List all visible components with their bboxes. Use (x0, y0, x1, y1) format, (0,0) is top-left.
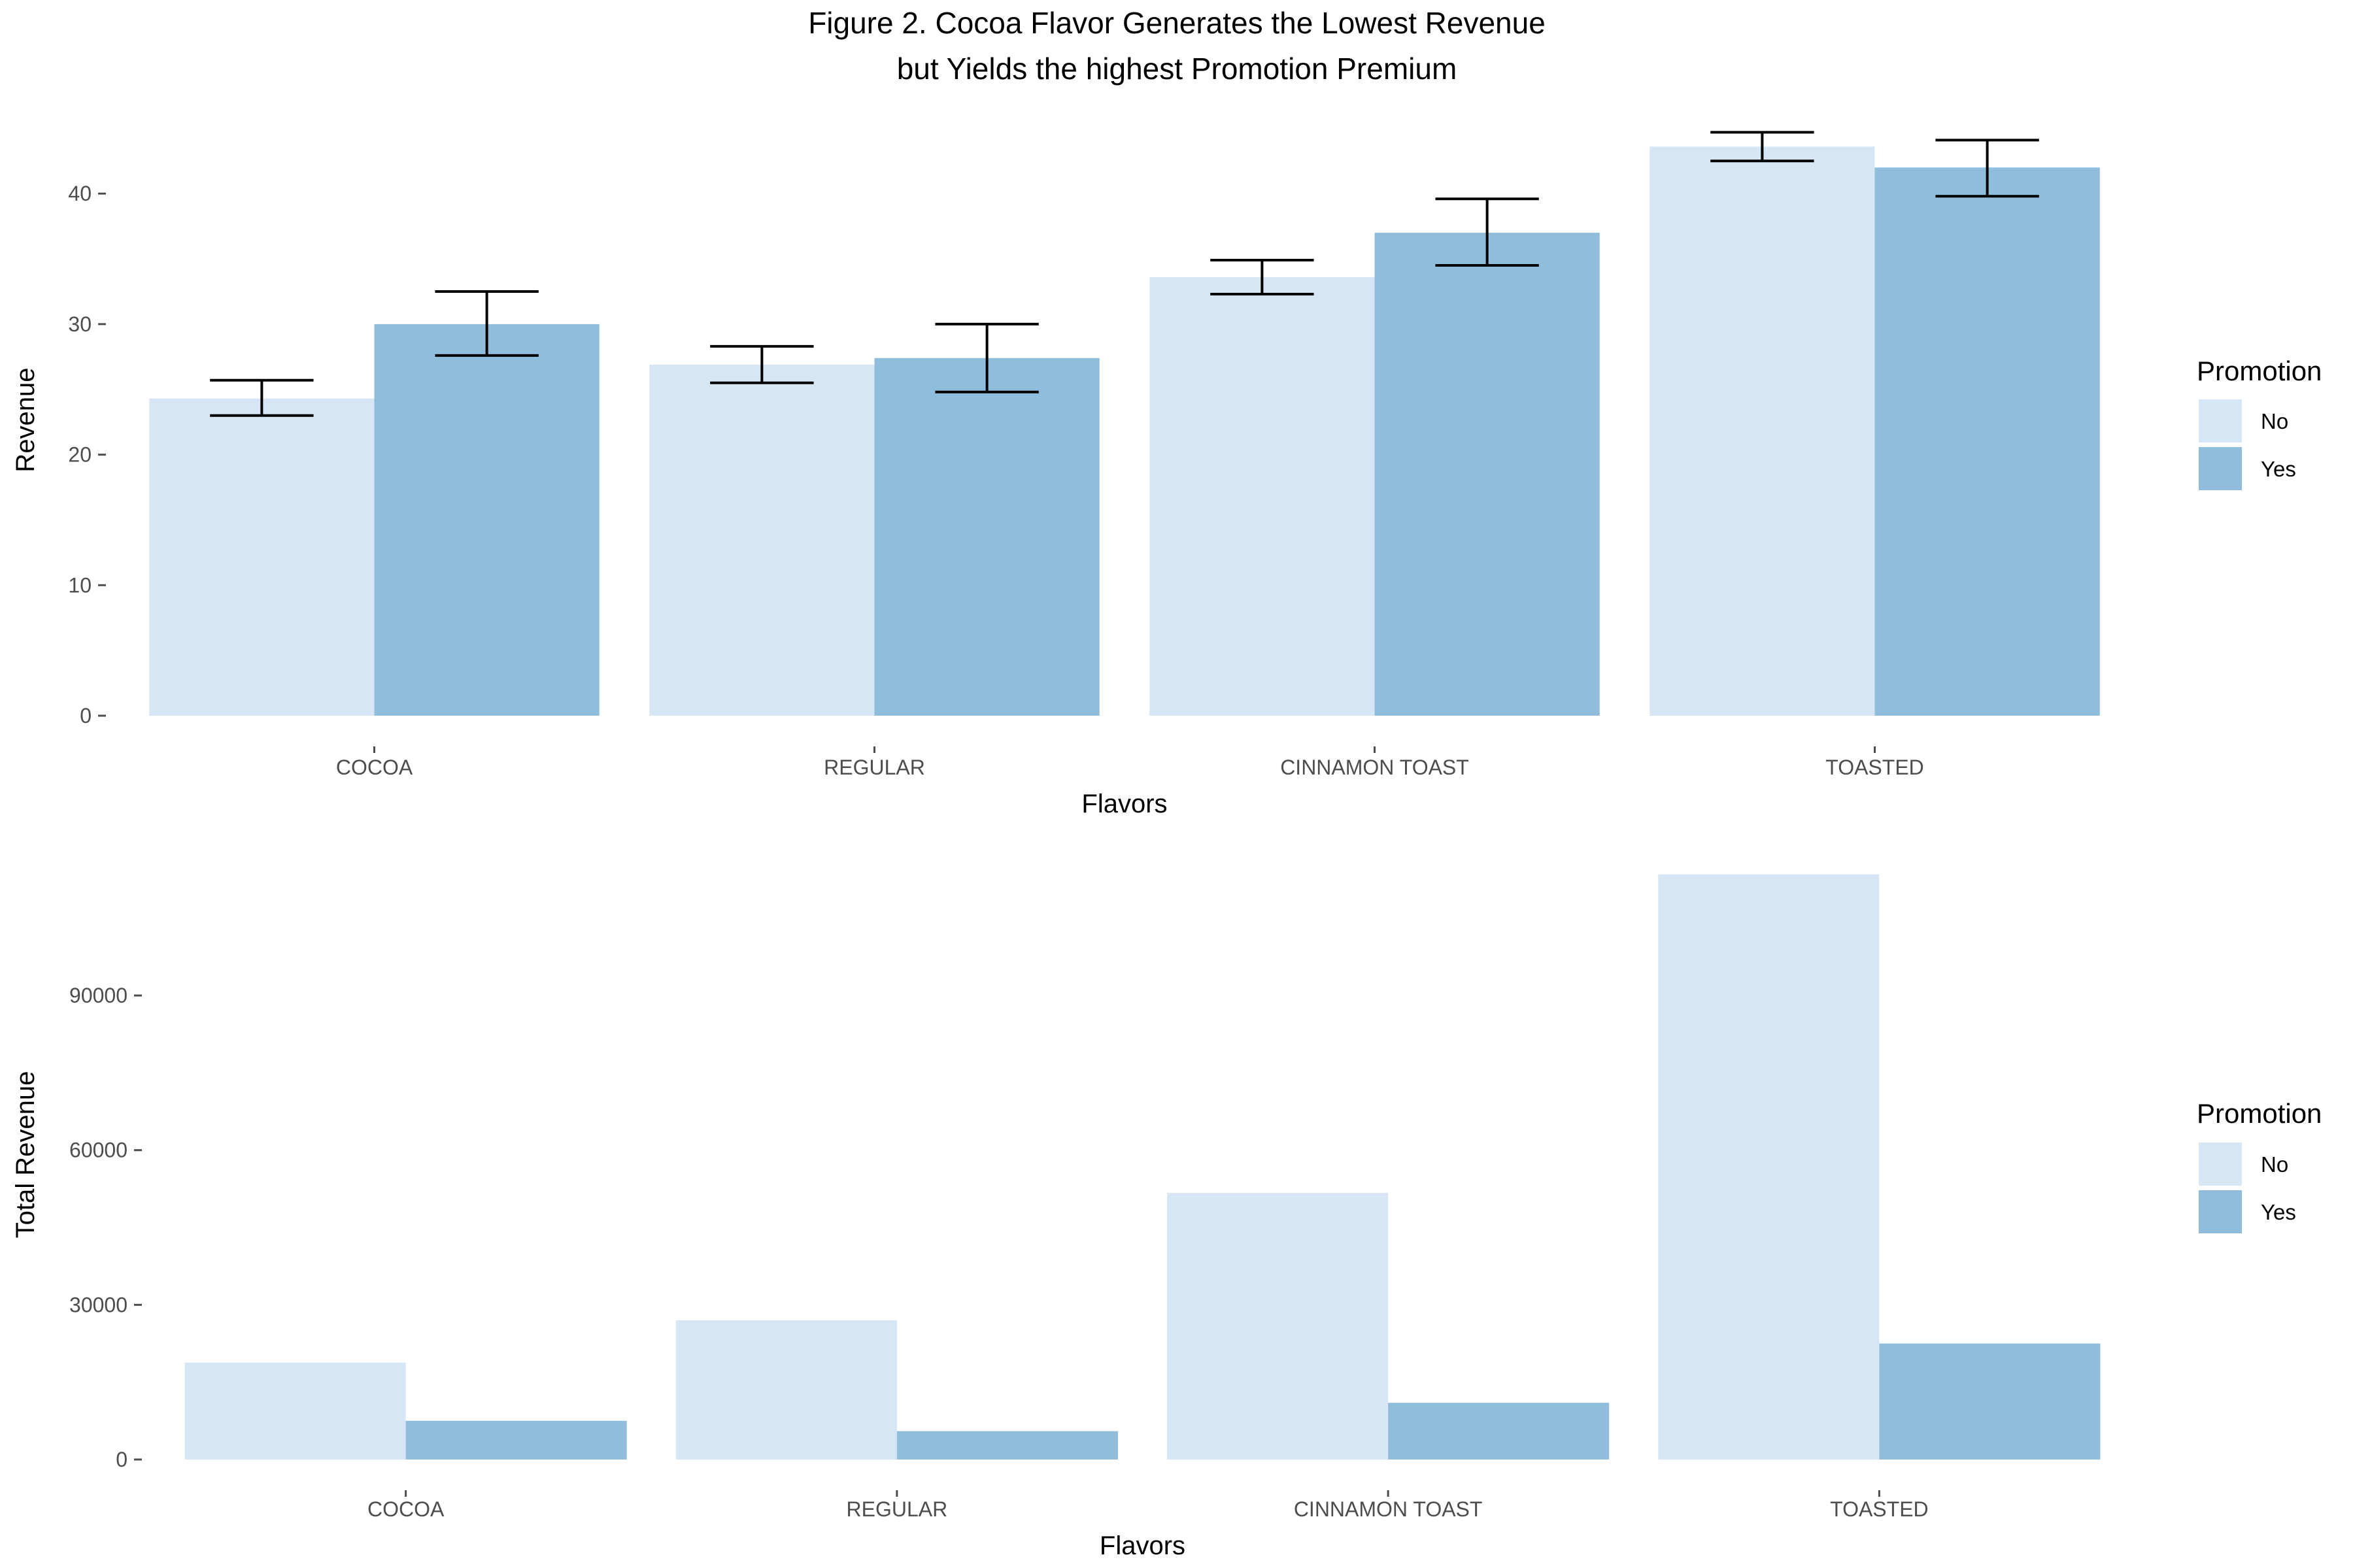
chart1-legend-key-no (2199, 399, 2242, 442)
chart2-x-tick-label-cocoa: COCOA (367, 1497, 445, 1521)
chart1-bar-cinnamon-toast-yes (1374, 233, 1600, 716)
chart1-bar-cocoa-no (149, 398, 375, 716)
chart1-x-tick-label-toasted: TOASTED (1825, 756, 1924, 779)
chart2-legend-key-no (2199, 1143, 2242, 1186)
chart2-x-tick-label-regular: REGULAR (847, 1497, 948, 1521)
chart2-bar-cocoa-yes (405, 1420, 627, 1460)
chart1-bar-cinnamon-toast-no (1149, 277, 1375, 716)
chart1-y-tick-label-0: 0 (80, 704, 92, 727)
chart1-x-tick-label-regular: REGULAR (824, 756, 925, 779)
chart1-bar-cocoa-yes (374, 324, 600, 716)
chart1-x-axis-title: Flavors (1081, 790, 1167, 818)
chart1-y-tick-label-10: 10 (68, 573, 92, 597)
chart2-legend-label-yes: Yes (2261, 1200, 2296, 1224)
chart2-bar-regular-yes (896, 1431, 1118, 1460)
chart2-y-axis-title: Total Revenue (11, 1071, 40, 1239)
chart1-y-axis-title: Revenue (11, 367, 40, 472)
chart1-bar-regular-no (649, 364, 875, 716)
chart2-x-axis-title: Flavors (1100, 1531, 1185, 1560)
chart1-x-tick-label-cocoa: COCOA (336, 756, 413, 779)
chart2-y-tick-label-30000: 30000 (69, 1293, 127, 1316)
chart1-y-tick-label-20: 20 (68, 443, 92, 467)
chart2-bar-toasted-no (1658, 874, 1880, 1460)
chart1-bar-toasted-no (1650, 146, 1875, 716)
chart2-y-tick-label-60000: 60000 (69, 1139, 127, 1162)
chart2-y-tick-label-0: 0 (116, 1448, 127, 1471)
chart2-bar-cinnamon-toast-no (1167, 1193, 1389, 1460)
chart2-x-tick-label-toasted: TOASTED (1830, 1497, 1929, 1521)
chart1-x-tick-label-cinnamon-toast: CINNAMON TOAST (1280, 756, 1469, 779)
chart2-legend-title: Promotion (2197, 1098, 2322, 1129)
chart1-legend-key-yes (2199, 447, 2242, 490)
chart2-bar-regular-no (675, 1320, 897, 1460)
chart2-y-tick-label-90000: 90000 (69, 984, 127, 1007)
chart2-bar-cinnamon-toast-yes (1388, 1403, 1610, 1460)
chart1-legend-label-no: No (2261, 409, 2288, 433)
chart2-x-tick-label-cinnamon-toast: CINNAMON TOAST (1294, 1497, 1483, 1521)
figure-title-line-1: Figure 2. Cocoa Flavor Generates the Low… (808, 6, 1546, 40)
chart1-legend-title: Promotion (2197, 356, 2322, 386)
figure-title-line-2: but Yields the highest Promotion Premium (896, 52, 1457, 86)
chart1-y-tick-label-40: 40 (68, 182, 92, 205)
chart2-bar-toasted-yes (1879, 1343, 2101, 1460)
chart1-bar-regular-yes (874, 358, 1100, 716)
chart1-legend-label-yes: Yes (2261, 457, 2296, 481)
chart2-bar-cocoa-no (184, 1362, 406, 1460)
chart2-legend-key-yes (2199, 1190, 2242, 1233)
chart2-legend-label-no: No (2261, 1152, 2288, 1176)
chart1-y-tick-label-30: 30 (68, 312, 92, 336)
chart1-bar-toasted-yes (1874, 167, 2100, 716)
